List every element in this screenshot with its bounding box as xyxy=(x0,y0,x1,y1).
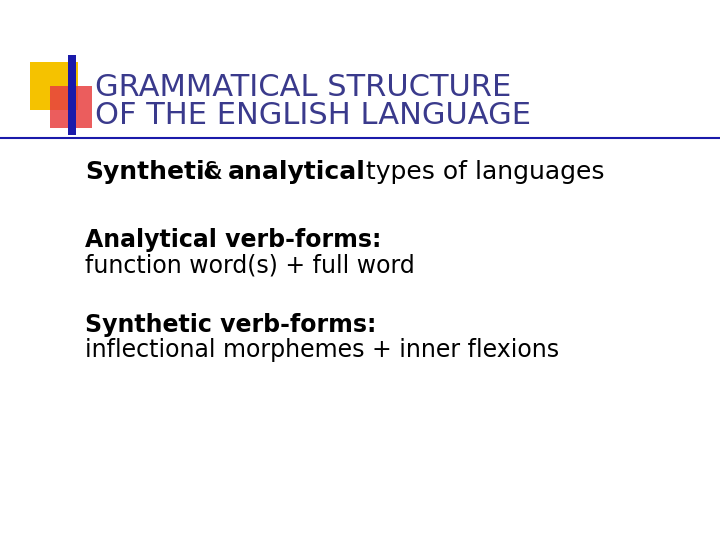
Text: Synthetic: Synthetic xyxy=(85,160,220,184)
FancyBboxPatch shape xyxy=(30,62,78,110)
FancyBboxPatch shape xyxy=(68,55,76,135)
Text: Synthetic verb-forms:: Synthetic verb-forms: xyxy=(85,313,377,337)
Text: inflectional morphemes + inner flexions: inflectional morphemes + inner flexions xyxy=(85,338,559,362)
Text: OF THE ENGLISH LANGUAGE: OF THE ENGLISH LANGUAGE xyxy=(95,100,531,130)
Text: analytical: analytical xyxy=(228,160,366,184)
Text: types of languages: types of languages xyxy=(358,160,605,184)
Text: Analytical verb-forms:: Analytical verb-forms: xyxy=(85,228,382,252)
FancyBboxPatch shape xyxy=(50,86,92,128)
Text: function word(s) + full word: function word(s) + full word xyxy=(85,253,415,277)
Text: &: & xyxy=(195,160,238,184)
Text: GRAMMATICAL STRUCTURE: GRAMMATICAL STRUCTURE xyxy=(95,72,511,102)
